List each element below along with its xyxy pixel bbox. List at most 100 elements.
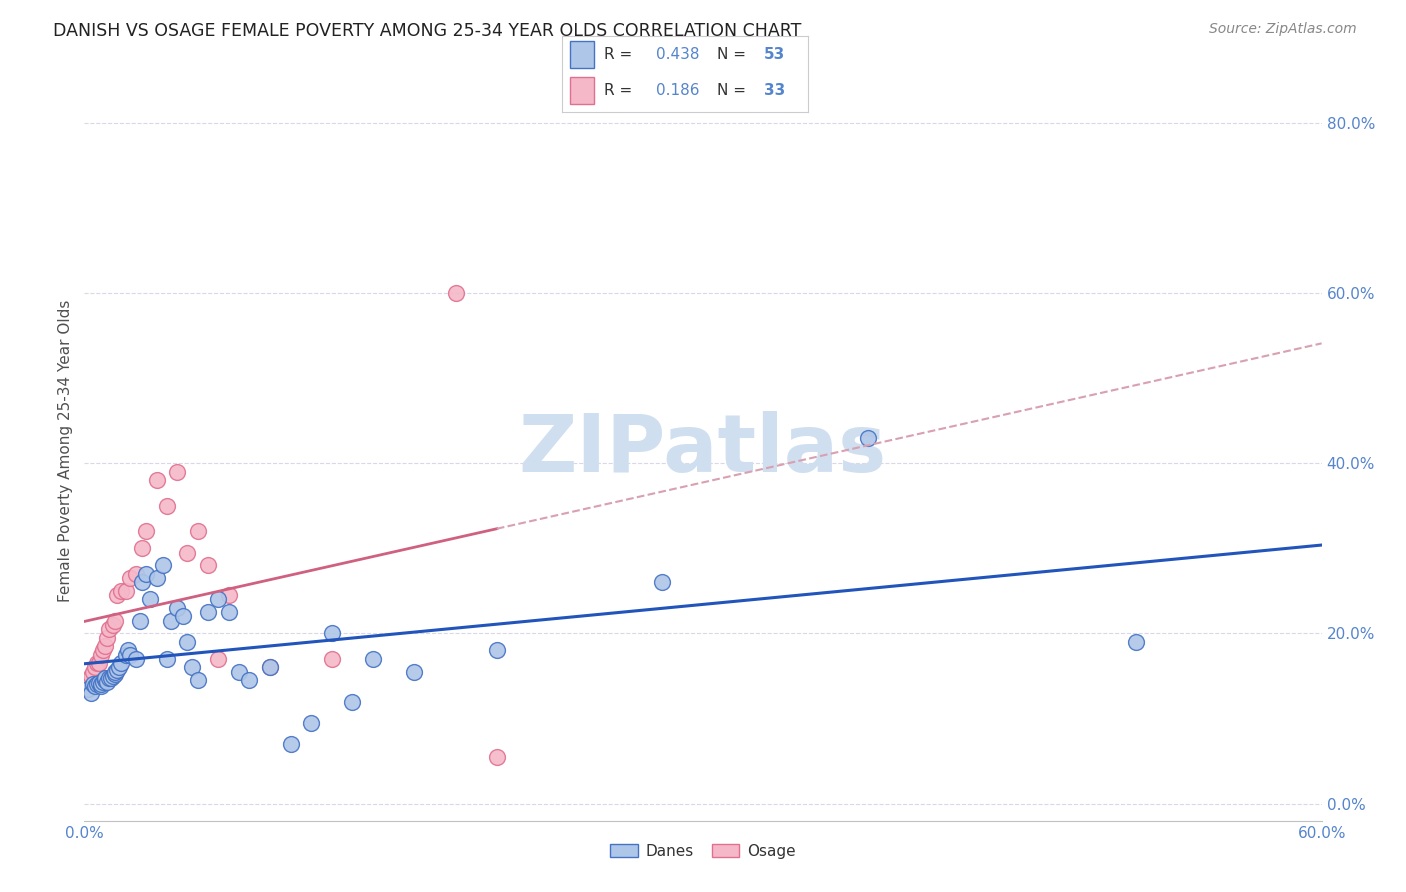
- Point: [321, 652, 343, 666]
- Text: R =: R =: [605, 83, 633, 98]
- Point: [145, 571, 167, 585]
- Point: [98, 671, 121, 685]
- Point: [207, 592, 229, 607]
- Text: R =: R =: [605, 47, 633, 62]
- Point: [118, 648, 141, 662]
- Text: 33: 33: [765, 83, 786, 98]
- Point: [187, 524, 209, 539]
- Point: [75, 677, 97, 691]
- Point: [135, 566, 157, 581]
- Point: [82, 665, 104, 679]
- Point: [86, 657, 108, 671]
- Point: [131, 541, 153, 556]
- Point: [145, 473, 167, 487]
- Point: [166, 465, 188, 479]
- Text: 53: 53: [765, 47, 786, 62]
- Point: [100, 671, 122, 685]
- Point: [156, 499, 179, 513]
- Point: [91, 643, 114, 657]
- Point: [207, 652, 229, 666]
- Point: [197, 605, 219, 619]
- Point: [166, 600, 188, 615]
- Point: [90, 648, 112, 662]
- Point: [176, 545, 198, 559]
- Point: [83, 679, 105, 693]
- Point: [108, 660, 131, 674]
- Point: [1125, 635, 1147, 649]
- Point: [103, 618, 125, 632]
- FancyBboxPatch shape: [569, 41, 595, 69]
- Point: [485, 643, 508, 657]
- Point: [259, 660, 281, 674]
- Point: [110, 583, 132, 598]
- Point: [105, 588, 128, 602]
- Point: [218, 605, 240, 619]
- Point: [87, 657, 110, 671]
- Point: [485, 749, 508, 764]
- Text: 0.438: 0.438: [655, 47, 699, 62]
- Text: ZIPatlas: ZIPatlas: [519, 411, 887, 490]
- FancyBboxPatch shape: [569, 77, 595, 104]
- Point: [152, 558, 174, 573]
- Point: [129, 614, 152, 628]
- Text: N =: N =: [717, 83, 747, 98]
- Point: [96, 674, 118, 689]
- Point: [94, 639, 117, 653]
- Point: [94, 671, 117, 685]
- Point: [114, 583, 136, 598]
- Point: [98, 622, 121, 636]
- Y-axis label: Female Poverty Among 25-34 Year Olds: Female Poverty Among 25-34 Year Olds: [58, 300, 73, 601]
- Point: [139, 592, 162, 607]
- Point: [117, 643, 139, 657]
- Point: [94, 673, 117, 688]
- Text: Source: ZipAtlas.com: Source: ZipAtlas.com: [1209, 22, 1357, 37]
- Point: [86, 677, 108, 691]
- Point: [114, 648, 136, 662]
- Point: [342, 694, 364, 708]
- Point: [90, 677, 112, 691]
- Point: [87, 675, 110, 690]
- Text: N =: N =: [717, 47, 747, 62]
- Point: [156, 652, 179, 666]
- Point: [118, 571, 141, 585]
- Point: [160, 614, 183, 628]
- Point: [104, 667, 127, 681]
- Point: [91, 674, 114, 689]
- Point: [197, 558, 219, 573]
- Point: [651, 575, 673, 590]
- Point: [82, 677, 104, 691]
- Point: [280, 737, 302, 751]
- Point: [404, 665, 426, 679]
- Point: [104, 614, 127, 628]
- Point: [131, 575, 153, 590]
- Point: [238, 673, 260, 688]
- Point: [321, 626, 343, 640]
- Legend: Danes, Osage: Danes, Osage: [605, 838, 801, 865]
- Point: [77, 673, 100, 688]
- Point: [444, 286, 467, 301]
- Point: [176, 635, 198, 649]
- Point: [103, 669, 125, 683]
- Point: [77, 681, 100, 696]
- Point: [228, 665, 250, 679]
- Point: [79, 686, 101, 700]
- Point: [180, 660, 202, 674]
- Point: [218, 588, 240, 602]
- Point: [172, 609, 194, 624]
- Point: [125, 652, 148, 666]
- Point: [856, 431, 879, 445]
- Point: [79, 669, 101, 683]
- Text: 0.186: 0.186: [655, 83, 699, 98]
- Point: [110, 657, 132, 671]
- Point: [361, 652, 384, 666]
- Point: [83, 660, 105, 674]
- Point: [104, 665, 127, 679]
- Point: [135, 524, 157, 539]
- Point: [299, 715, 322, 730]
- Point: [259, 660, 281, 674]
- Point: [105, 663, 128, 677]
- Point: [96, 631, 118, 645]
- Point: [187, 673, 209, 688]
- Point: [90, 679, 112, 693]
- Text: DANISH VS OSAGE FEMALE POVERTY AMONG 25-34 YEAR OLDS CORRELATION CHART: DANISH VS OSAGE FEMALE POVERTY AMONG 25-…: [53, 22, 801, 40]
